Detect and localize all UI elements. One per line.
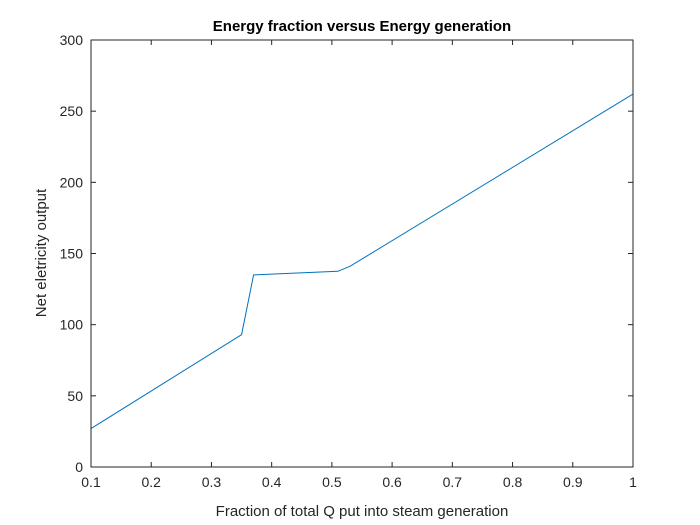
y-tick-label: 300 <box>60 32 84 48</box>
y-tick-label: 50 <box>67 388 83 404</box>
x-tick-label: 0.2 <box>141 474 161 490</box>
series-layer <box>90 93 634 429</box>
x-tick-label: 0.7 <box>443 474 463 490</box>
x-tick-label: 0.9 <box>563 474 583 490</box>
x-tick-label: 0.8 <box>503 474 523 490</box>
y-tick-labels: 0 50 100 150 200 250 300 <box>60 32 84 475</box>
x-tick-label: 0.5 <box>322 474 342 490</box>
x-tick-label: 1 <box>629 474 637 490</box>
chart-title: Energy fraction versus Energy generation <box>213 18 511 35</box>
y-tick-label: 0 <box>75 459 83 475</box>
plot-area-border <box>90 39 634 468</box>
x-axis-label: Fraction of total Q put into steam gener… <box>216 503 509 520</box>
y-tick-label: 250 <box>60 103 84 119</box>
x-tick-label: 0.4 <box>262 474 282 490</box>
y-tick-label: 200 <box>60 174 84 190</box>
series-line-0 <box>90 93 634 429</box>
plot-area-background <box>91 40 633 467</box>
y-tick-label: 150 <box>60 246 84 262</box>
y-axis-label: Net eletricity output <box>33 188 50 317</box>
x-tick-label: 0.6 <box>382 474 402 490</box>
x-tick-label: 0.3 <box>202 474 222 490</box>
x-tick-labels: 0.1 0.2 0.3 0.4 0.5 0.6 0.7 0.8 0.9 1 <box>81 474 637 490</box>
y-tick-label: 100 <box>60 317 84 333</box>
x-tick-label: 0.1 <box>81 474 101 490</box>
